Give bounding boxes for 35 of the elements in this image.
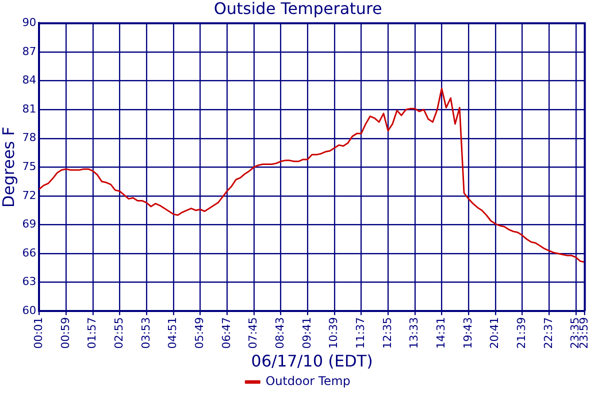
x-tick-label: 11:37 [354, 317, 368, 349]
x-tick-label: 02:55 [112, 317, 126, 349]
y-tick-label: 81 [22, 102, 36, 116]
y-tick-label: 78 [22, 131, 36, 144]
x-tick-label: 10:39 [327, 317, 340, 349]
y-tick-label: 87 [22, 44, 36, 58]
y-tick-label: 60 [22, 304, 36, 317]
y-tick-label: 75 [22, 160, 36, 174]
x-tick-label: 06:47 [220, 317, 233, 349]
x-tick-label: 19:43 [461, 317, 474, 349]
y-tick-label: 72 [22, 188, 36, 202]
x-tick-label: 04:51 [166, 317, 180, 349]
x-tick-label: 20:41 [488, 317, 502, 349]
x-tick-label: 00:01 [32, 317, 46, 349]
y-tick-label: 84 [22, 74, 36, 87]
y-tick-label: 66 [22, 246, 36, 260]
x-tick-label: 07:45 [246, 317, 260, 349]
x-tick-label: 03:53 [139, 317, 152, 349]
y-tick-label: 63 [22, 275, 36, 288]
x-tick-label: 21:39 [515, 317, 528, 349]
legend-label: Outdoor Temp [266, 374, 350, 388]
x-tick-label: 01:57 [86, 317, 99, 349]
y-tick-label: 90 [22, 16, 36, 30]
x-tick-label: 08:43 [274, 317, 287, 349]
chart-title: Outside Temperature [214, 0, 382, 18]
x-tick-label: 09:41 [300, 317, 314, 349]
x-tick-label: 13:33 [408, 317, 421, 349]
x-tick-label: 14:31 [434, 317, 448, 349]
x-tick-label: 22:37 [542, 317, 555, 349]
y-tick-label: 69 [22, 218, 36, 231]
y-axis-title: Degrees F [0, 126, 18, 208]
x-tick-label: 05:49 [193, 317, 206, 349]
x-axis-title: 06/17/10 (EDT) [251, 352, 373, 371]
x-tick-label: 12:35 [380, 317, 394, 349]
x-tick-label: 00:59 [58, 317, 72, 349]
